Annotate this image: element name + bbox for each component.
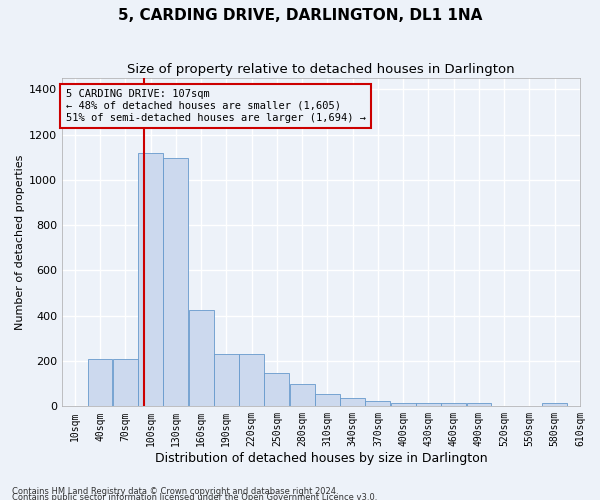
Text: Contains HM Land Registry data © Crown copyright and database right 2024.: Contains HM Land Registry data © Crown c… [12, 486, 338, 496]
Bar [542, 403, 567, 406]
Text: Contains public sector information licensed under the Open Government Licence v3: Contains public sector information licen… [12, 492, 377, 500]
Bar [163, 158, 188, 406]
Bar [391, 403, 416, 406]
Text: 5 CARDING DRIVE: 107sqm
← 48% of detached houses are smaller (1,605)
51% of semi: 5 CARDING DRIVE: 107sqm ← 48% of detache… [65, 90, 365, 122]
Bar [416, 403, 441, 406]
Bar [265, 373, 289, 406]
Bar [365, 400, 391, 406]
Bar [88, 359, 112, 406]
Bar [290, 384, 314, 406]
Text: 5, CARDING DRIVE, DARLINGTON, DL1 1NA: 5, CARDING DRIVE, DARLINGTON, DL1 1NA [118, 8, 482, 22]
Bar [441, 403, 466, 406]
Bar [138, 153, 163, 406]
Title: Size of property relative to detached houses in Darlington: Size of property relative to detached ho… [127, 62, 515, 76]
Bar [340, 398, 365, 406]
Y-axis label: Number of detached properties: Number of detached properties [15, 154, 25, 330]
Bar [467, 403, 491, 406]
Bar [315, 394, 340, 406]
Bar [113, 359, 138, 406]
Bar [239, 354, 264, 406]
Bar [188, 310, 214, 406]
X-axis label: Distribution of detached houses by size in Darlington: Distribution of detached houses by size … [155, 452, 487, 465]
Bar [214, 354, 239, 406]
